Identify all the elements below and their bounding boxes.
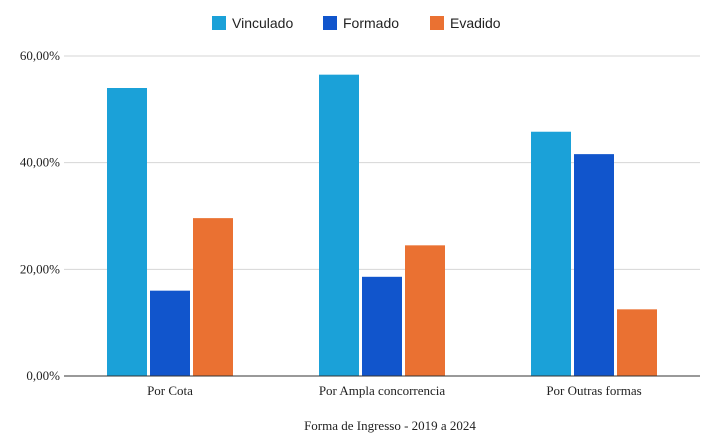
y-tick-label: 40,00% (20, 155, 60, 170)
bar-formado-3 (574, 154, 614, 376)
bar-vinculado-1 (107, 88, 147, 376)
bars (107, 74, 657, 377)
y-tick-label: 0,00% (26, 368, 60, 383)
y-tick-label: 20,00% (20, 261, 60, 276)
x-axis-title: Forma de Ingresso - 2019 a 2024 (304, 418, 476, 433)
x-tick-label: Por Cota (147, 383, 193, 398)
legend-label-vinculado: Vinculado (232, 15, 293, 31)
legend-swatch-vinculado (212, 16, 226, 30)
x-tick-label: Por Outras formas (546, 383, 641, 398)
y-tick-label: 60,00% (20, 48, 60, 63)
bar-evadido-1 (193, 218, 233, 376)
legend: Vinculado Formado Evadido (212, 15, 501, 31)
x-tick-label: Por Ampla concorrencia (319, 383, 446, 398)
legend-swatch-formado (323, 16, 337, 30)
bar-vinculado-3 (531, 131, 571, 376)
bar-formado-2 (362, 276, 402, 376)
legend-swatch-evadido (430, 16, 444, 30)
axes: 0,00% 20,00% 40,00% 60,00% Por Cota Por Ampla… (20, 48, 700, 398)
legend-label-formado: Formado (343, 15, 399, 31)
bar-evadido-2 (405, 245, 445, 376)
bar-formado-1 (150, 290, 190, 376)
legend-label-evadido: Evadido (450, 15, 501, 31)
bar-vinculado-2 (319, 74, 359, 377)
bar-evadido-3 (617, 309, 657, 376)
